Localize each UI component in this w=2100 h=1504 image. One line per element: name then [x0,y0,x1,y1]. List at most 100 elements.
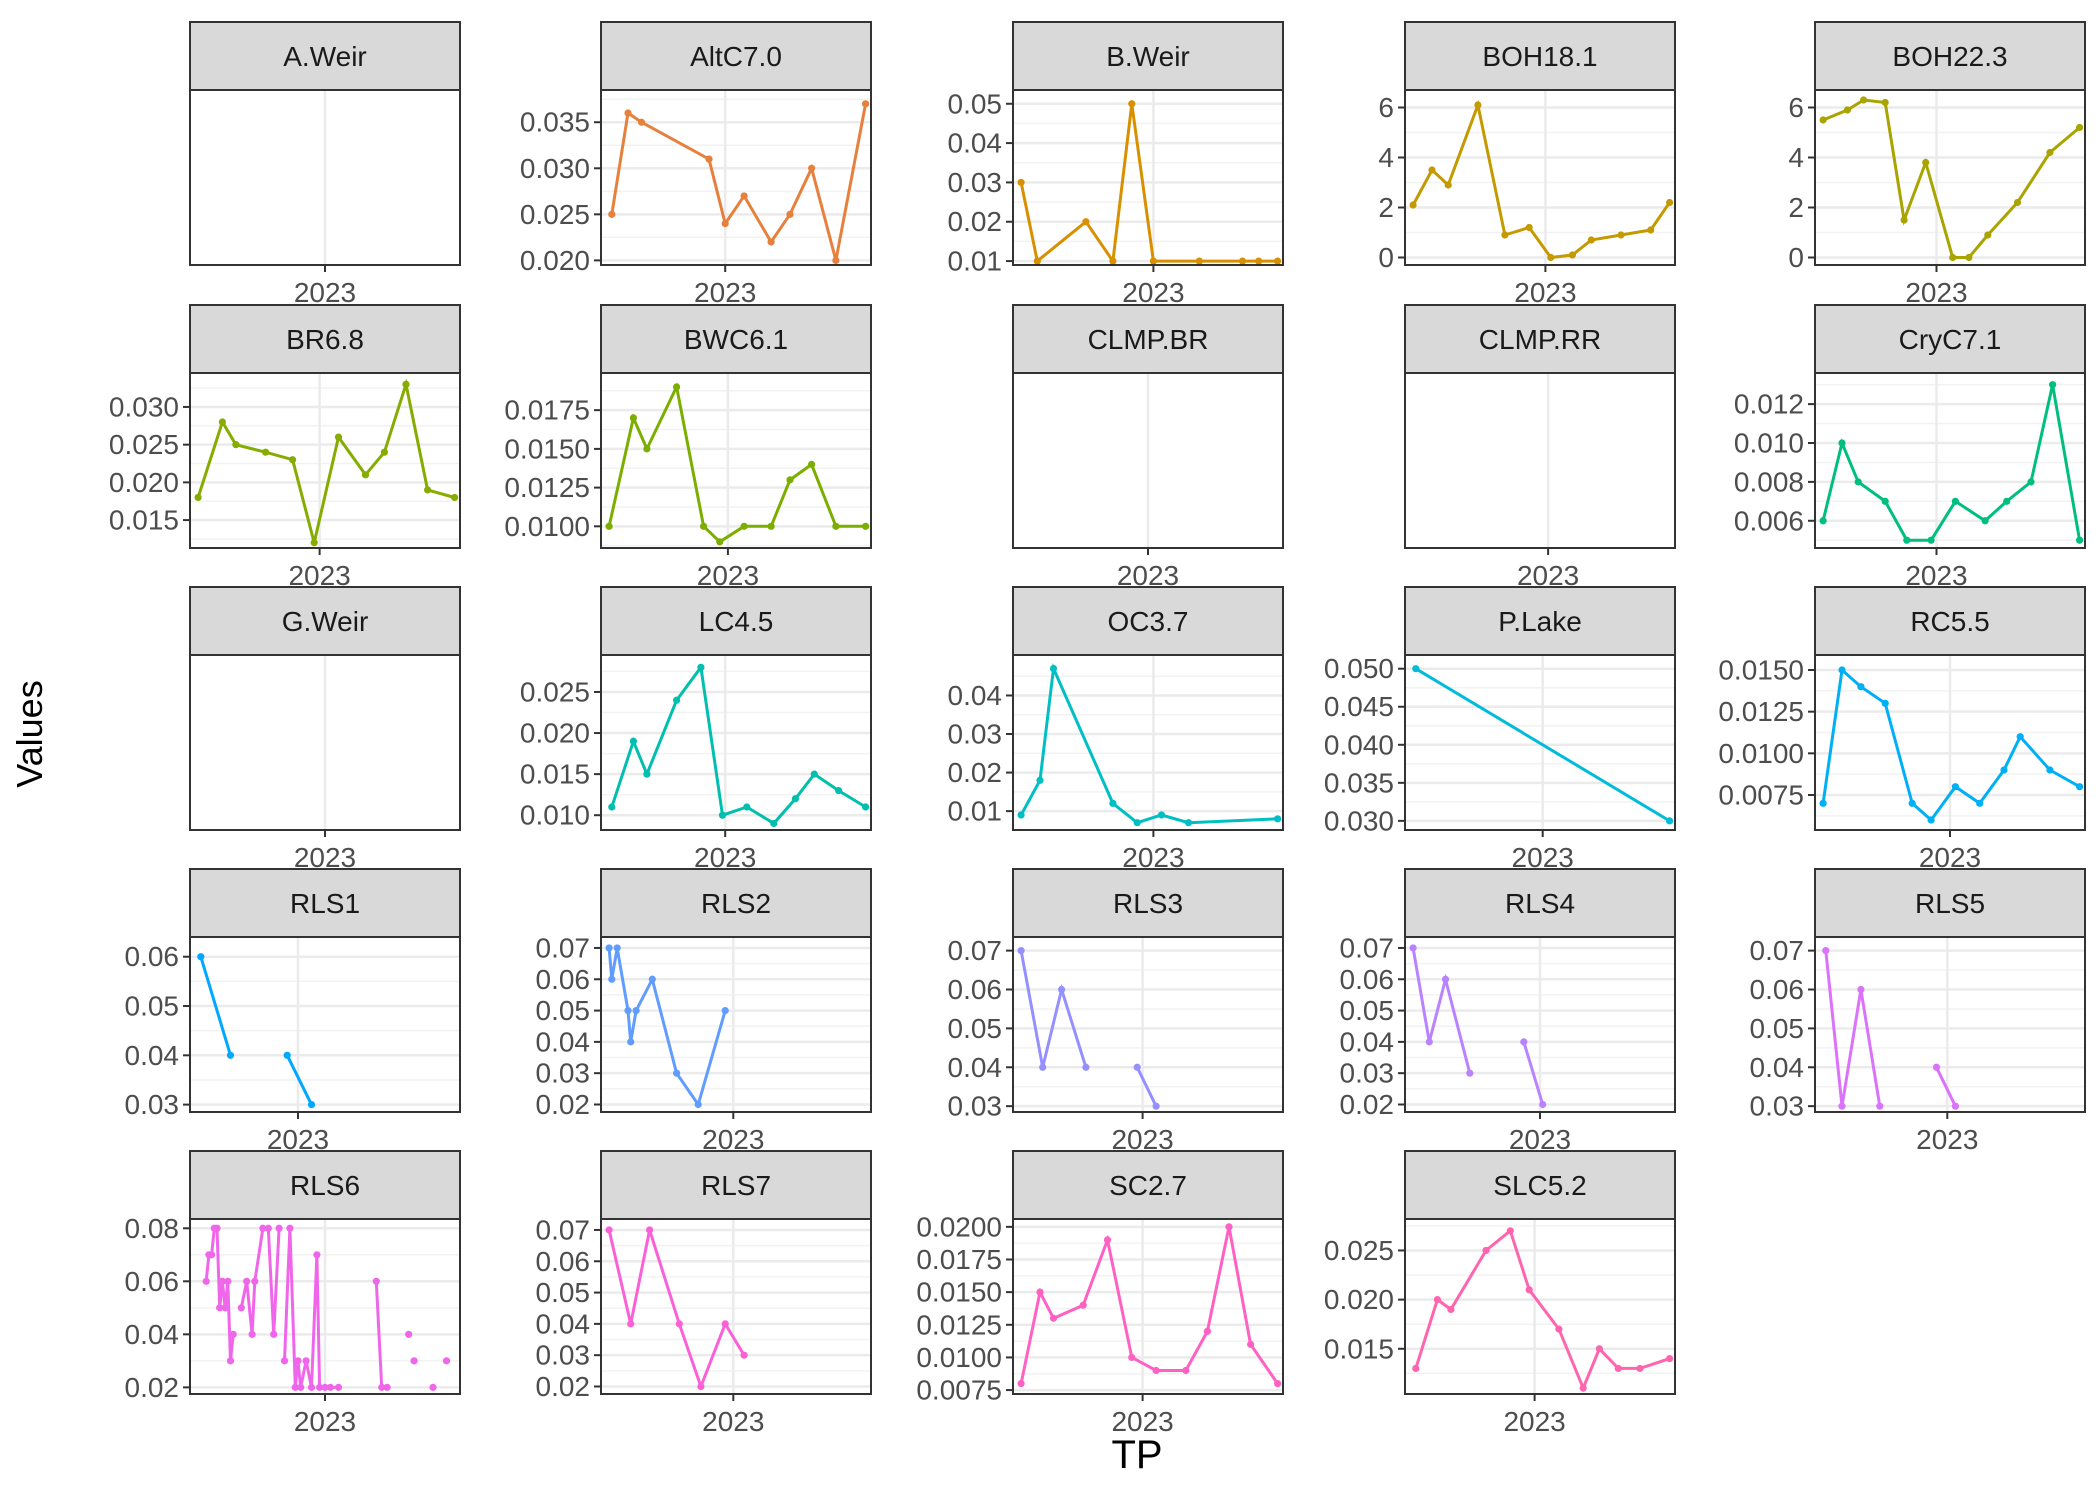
y-tick-label: 4 [1378,142,1394,173]
y-tick-label: 0.0125 [504,472,590,503]
data-point [675,1320,683,1328]
y-tick-label: 0.07 [1750,935,1805,966]
y-tick-label: 0.015 [109,505,179,536]
data-point [237,1304,245,1312]
data-point [283,1051,291,1059]
data-point [627,1038,635,1046]
facet-panel-altc7-0: AltC7.0 0.020 0.025 0.030 0.035 2023 [520,21,872,308]
facet-strip-label: G.Weir [282,606,369,637]
data-point [697,1382,705,1391]
facet-strip [1404,868,1676,938]
data-point [383,1383,391,1391]
data-point [1822,947,1830,955]
data-point [808,460,816,468]
facet-strip [189,21,461,91]
y-tick-label: 0.030 [109,391,179,422]
data-point [673,1069,681,1077]
data-point [1951,783,1959,791]
data-point [2003,497,2011,505]
data-point [767,522,775,530]
data-point [629,414,638,422]
data-point [221,1304,229,1312]
data-point [608,975,616,983]
data-point [716,538,724,546]
y-tick-label: 0.02 [536,1371,591,1402]
data-point [294,1357,302,1365]
data-point [1595,1345,1603,1353]
data-point [270,1330,278,1338]
plot-background [1405,90,1675,265]
data-point [643,770,651,778]
facet-strip-label: RLS7 [701,1170,771,1201]
series-line [285,1054,313,1106]
data-point [1182,1366,1190,1375]
data-point [1951,1102,1959,1110]
data-point [291,1383,299,1391]
data-point [1857,683,1865,691]
data-point [2049,381,2057,389]
panel-border [1404,372,1676,549]
series-line [199,956,232,1056]
y-tick-label: 0.0100 [504,511,590,542]
y-tick-label: 2 [1378,192,1394,223]
facet-strip-label: P.Lake [1498,606,1582,637]
facet-strip-label: BR6.8 [286,324,364,355]
data-point [1033,257,1041,265]
data-point [1860,96,1868,104]
y-tick-label: 0.0125 [916,1309,1002,1340]
y-tick-label: 0 [1788,242,1804,273]
data-point [832,256,840,264]
data-point [808,164,816,172]
data-point [451,493,459,502]
facet-strip-label: B.Weir [1106,41,1190,72]
y-tick-label: 0.03 [1340,1058,1395,1089]
data-point [1195,257,1203,265]
facet-strip [189,586,461,656]
series-line [1415,667,1671,823]
data-point [721,1006,729,1015]
data-point [334,433,343,441]
data-point [810,770,818,778]
series-line [1019,662,1278,825]
data-point [429,1383,437,1391]
data-point [1128,1353,1136,1362]
series-line [1821,384,2082,542]
data-point [721,219,729,228]
x-tick-label: 2023 [1117,560,1179,591]
facet-strip [600,21,872,91]
y-tick-label: 0.06 [1340,964,1395,995]
data-point [1932,1063,1941,1071]
data-point [316,1383,324,1391]
data-point [1039,1063,1047,1071]
y-tick-label: 0.08 [125,1213,180,1244]
y-tick-label: 0 [1378,242,1394,273]
y-tick-label: 0.06 [536,964,591,995]
data-point [1900,216,1908,224]
data-point [1133,819,1141,827]
panel-border [1404,654,1676,831]
facet-strip-label: RC5.5 [1910,606,1989,637]
y-tick-label: 0.07 [536,932,591,963]
facet-strip-label: CLMP.BR [1088,324,1209,355]
data-point [1984,231,1992,239]
y-tick-label: 0.06 [1750,974,1805,1005]
data-point [229,1330,237,1338]
y-tick-label: 0.05 [1340,995,1395,1026]
panel-border [189,372,461,549]
y-tick-label: 0.008 [1734,466,1804,497]
facet-panel-bwc6-1: BWC6.1 0.0100 0.0125 0.0150 0.0175 2023 [504,304,872,591]
data-point [264,1224,272,1232]
y-tick-label: 0.0175 [504,395,590,426]
panel-border [1814,936,2086,1113]
data-point [259,1224,267,1232]
data-point [700,522,708,530]
panel-border [1404,89,1676,266]
data-point [1466,1069,1474,1077]
data-point [1981,517,1989,525]
facet-panel-rls7: RLS7 0.020.030.040.050.060.07 2023 [536,1150,872,1437]
y-tick-label: 0.0075 [916,1375,1002,1406]
y-tick-label: 0.01 [948,796,1003,827]
data-point [1881,98,1889,107]
y-tick-label: 0.02 [948,206,1003,237]
